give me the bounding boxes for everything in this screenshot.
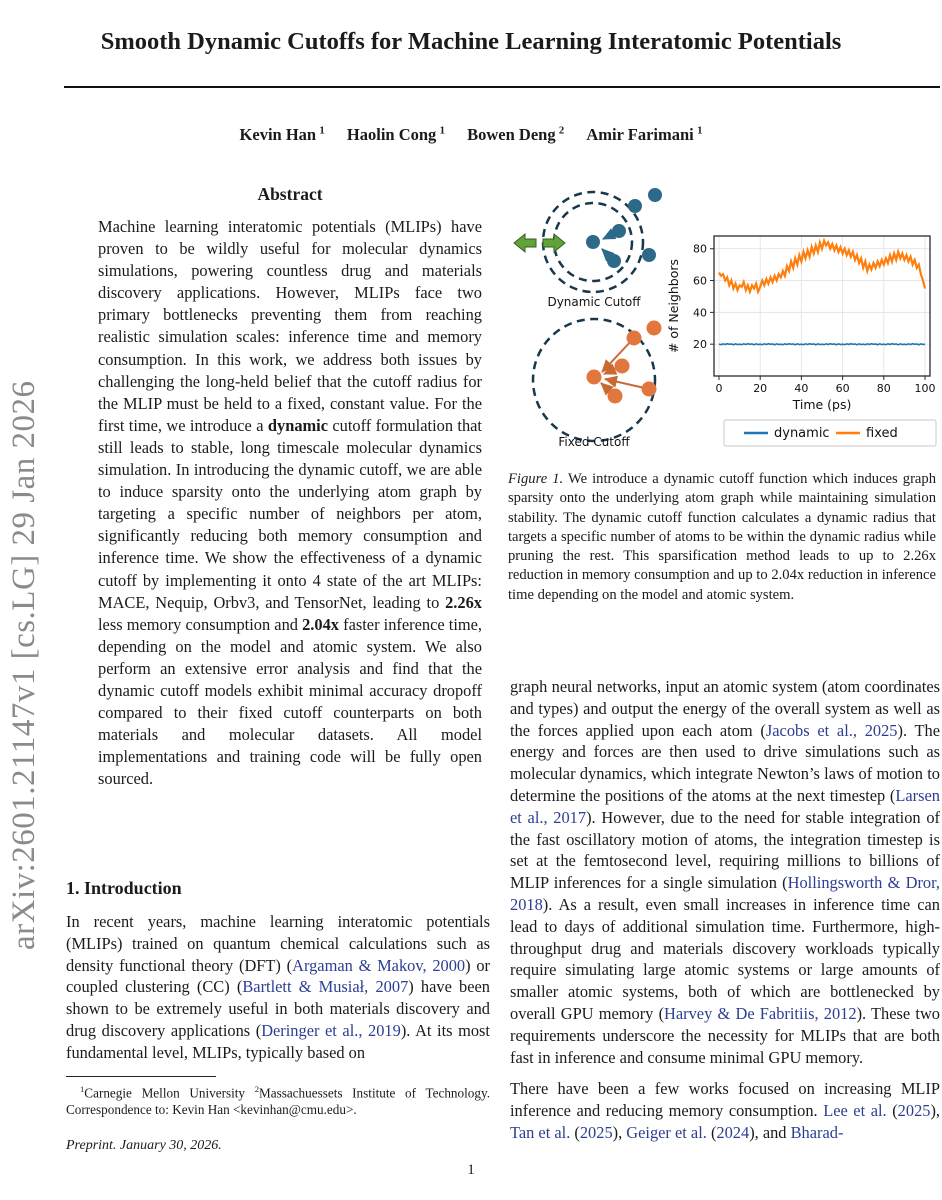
footnote: 1Carnegie Mellon University 2Massachuess… — [66, 1076, 490, 1118]
atom — [614, 358, 630, 374]
svg-text:Time (ps): Time (ps) — [792, 397, 852, 412]
author: Kevin Han 1 — [239, 124, 325, 144]
svg-text:40: 40 — [693, 306, 707, 319]
outer-dynamic-radius-circle — [541, 190, 645, 294]
svg-text:100: 100 — [915, 382, 936, 395]
footnote-text: 1Carnegie Mellon University 2Massachuess… — [66, 1084, 490, 1117]
left-arrow-icon — [513, 232, 537, 254]
abstract-text: Machine learning interatomic potentials … — [98, 217, 482, 789]
atom — [612, 224, 626, 238]
citation-link[interactable]: Tan et al. — [510, 1122, 571, 1142]
citation-link[interactable]: Lee et al. — [823, 1101, 887, 1121]
center-atom — [586, 235, 600, 249]
citation-link[interactable]: 2024 — [716, 1122, 750, 1142]
svg-text:fixed: fixed — [866, 426, 898, 441]
fixed-cutoff-label: Fixed Cutoff — [558, 435, 630, 449]
author: Bowen Deng 2 — [467, 124, 565, 144]
author: Amir Farimani 1 — [586, 124, 703, 144]
citation-link[interactable]: Hollingsworth & Dror, 2018 — [510, 873, 940, 914]
citation-link[interactable]: 2025 — [579, 1122, 613, 1142]
abstract-section: Abstract Machine learning interatomic po… — [98, 184, 482, 790]
right-arrow-icon — [542, 232, 566, 254]
svg-text:# of Neighbors: # of Neighbors — [666, 259, 681, 353]
body-paragraph: graph neural networks, input an atomic s… — [510, 677, 940, 1067]
atom — [626, 330, 642, 346]
svg-text:20: 20 — [753, 382, 767, 395]
introduction-section: 1. Introduction In recent years, machine… — [66, 878, 490, 1064]
atom — [641, 381, 657, 397]
paper-title: Smooth Dynamic Cutoffs for Machine Learn… — [100, 28, 842, 55]
fixed-cutoff-diagram: Fixed Cutoff — [531, 317, 662, 449]
svg-text:20: 20 — [693, 338, 707, 351]
atom — [607, 254, 621, 268]
citation-link[interactable]: Bartlett & Musiał, 2007 — [242, 977, 409, 997]
svg-text:0: 0 — [716, 382, 723, 395]
citation-link[interactable]: Argaman & Makov, 2000 — [292, 955, 466, 975]
neighbor-edge — [604, 375, 650, 390]
citation-link[interactable]: Deringer et al., 2019 — [261, 1020, 401, 1040]
center-atom — [586, 369, 602, 385]
preprint-line: Preprint. January 30, 2026. — [66, 1138, 222, 1153]
neighbors-chart: 0 20 40 60 80 100 20 40 60 80 Time (ps) # of Neighb… — [666, 235, 937, 447]
pruned-atom — [628, 199, 642, 213]
right-column: graph neural networks, input an atomic s… — [510, 676, 940, 1154]
citation-link[interactable]: Bharad- — [790, 1122, 844, 1142]
citation-link[interactable]: Geiger et al. — [626, 1122, 707, 1142]
svg-text:60: 60 — [693, 275, 707, 288]
introduction-text: In recent years, machine learning intera… — [66, 912, 491, 1062]
pruned-atom — [648, 188, 662, 202]
author-line: Kevin Han 1 Haolin Cong 1 Bowen Deng 2 A… — [0, 124, 942, 145]
citation-link[interactable]: Jacobs et al., 2025 — [765, 720, 898, 740]
citation-link[interactable]: Harvey & De Fabritiis, 2012 — [664, 1003, 857, 1023]
arxiv-watermark: arXiv:2601.21147v1 [cs.LG] 29 Jan 2026 — [6, 380, 42, 950]
fixed-radius-circle — [531, 317, 657, 443]
dynamic-cutoff-label: Dynamic Cutoff — [547, 295, 641, 309]
pruned-atom — [642, 248, 656, 262]
atom — [607, 388, 623, 404]
cutoff-diagram: Dynamic Cutoff Fixed Cutoff — [513, 188, 662, 449]
page-number: 1 — [467, 1162, 475, 1178]
svg-text:80: 80 — [877, 382, 891, 395]
outside-atom — [646, 320, 662, 336]
figure-1: Dynamic Cutoff Fixed Cutoff 0 20 40 60 80 100… — [506, 170, 940, 470]
author: Haolin Cong 1 — [346, 124, 445, 144]
citation-link[interactable]: Larsen et al., 2017 — [510, 785, 940, 827]
abstract-heading: Abstract — [257, 184, 323, 204]
svg-text:dynamic: dynamic — [774, 426, 830, 441]
svg-text:60: 60 — [836, 382, 850, 395]
figure-caption: Figure 1. We introduce a dynamic cutoff … — [508, 471, 936, 603]
dynamic-cutoff-diagram: Dynamic Cutoff — [513, 188, 662, 309]
introduction-heading: 1. Introduction — [66, 878, 182, 898]
footnote-rule — [66, 1076, 216, 1077]
body-paragraph: There have been a few works focused on i… — [510, 1079, 941, 1142]
svg-text:40: 40 — [794, 382, 808, 395]
citation-link[interactable]: 2025 — [897, 1101, 931, 1121]
svg-text:80: 80 — [693, 243, 707, 256]
title-rule — [64, 86, 940, 88]
